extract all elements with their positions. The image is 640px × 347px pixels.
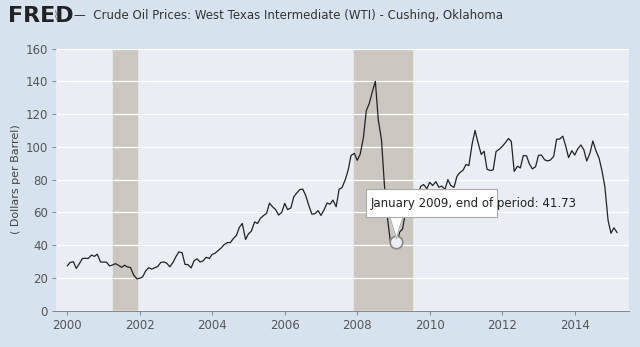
Y-axis label: ( Dollars per Barrel): ( Dollars per Barrel) <box>12 125 22 235</box>
Text: ⌇: ⌇ <box>52 10 59 23</box>
Bar <box>113 49 137 311</box>
Bar <box>355 49 412 311</box>
FancyBboxPatch shape <box>366 189 497 217</box>
Text: January 2009, end of period: 41.73: January 2009, end of period: 41.73 <box>371 197 577 210</box>
Polygon shape <box>390 217 403 238</box>
Text: FRED: FRED <box>8 6 74 26</box>
Text: —  Crude Oil Prices: West Texas Intermediate (WTI) - Cushing, Oklahoma: — Crude Oil Prices: West Texas Intermedi… <box>74 9 502 22</box>
